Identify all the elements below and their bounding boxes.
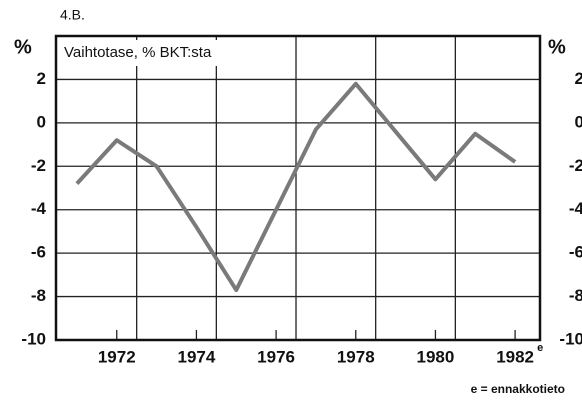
y-tick-label: 2 bbox=[37, 69, 46, 88]
x-label-superscript: e bbox=[537, 342, 543, 354]
x-tick-label: 1978 bbox=[337, 347, 375, 366]
x-tick-label: 1974 bbox=[178, 347, 216, 366]
y-tick-label-right: -4 bbox=[569, 199, 582, 218]
x-tick-label: 1982 bbox=[496, 347, 534, 366]
y-tick-label: -8 bbox=[31, 286, 46, 305]
y-axis-label-left: % bbox=[14, 36, 32, 58]
y-tick-label: 0 bbox=[37, 112, 46, 131]
x-tick-label: 1980 bbox=[417, 347, 455, 366]
title-background bbox=[60, 40, 260, 66]
y-tick-label-right: 2 bbox=[575, 69, 582, 88]
x-tick-label: 1976 bbox=[257, 347, 295, 366]
y-tick-label-right: -6 bbox=[569, 243, 582, 262]
footnote: e = ennakkotieto bbox=[471, 382, 565, 396]
x-tick-label: 1972 bbox=[98, 347, 136, 366]
y-tick-label-right: -2 bbox=[569, 156, 582, 175]
y-tick-label-right: 0 bbox=[575, 112, 582, 131]
y-tick-label-right: -10 bbox=[559, 329, 582, 348]
y-tick-label: -4 bbox=[31, 199, 47, 218]
plot-frame bbox=[54, 34, 542, 342]
y-tick-label: -10 bbox=[21, 329, 46, 348]
y-tick-label: -6 bbox=[31, 243, 46, 262]
line-series bbox=[75, 81, 517, 293]
figure-label: 4.B. bbox=[60, 7, 85, 23]
y-axis-label-right: % bbox=[548, 36, 566, 58]
y-tick-label-right: -8 bbox=[569, 286, 582, 305]
y-tick-label: -2 bbox=[31, 156, 46, 175]
chart-title: Vaihtotase, % BKT:sta bbox=[64, 44, 212, 61]
